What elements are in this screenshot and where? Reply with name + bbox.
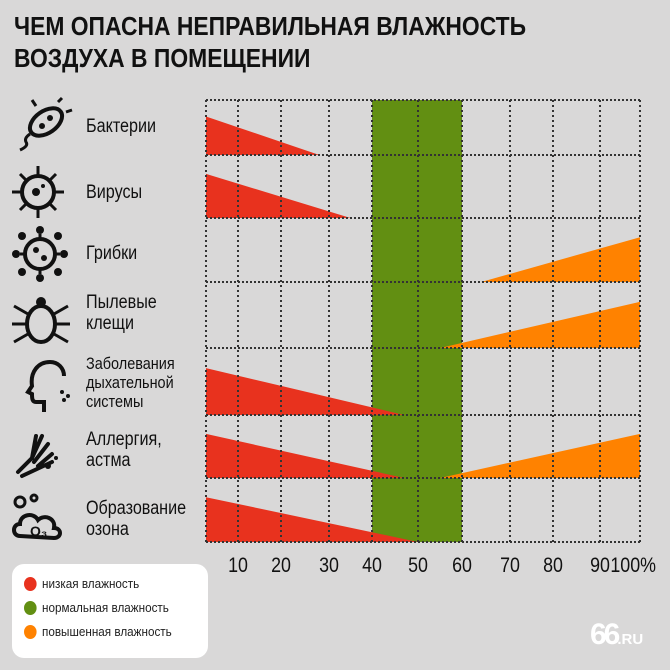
logo-suffix: .RU [617, 631, 644, 648]
legend-item-normal: нормальная влажность [24, 600, 169, 615]
legend-label: повышенная влажность [42, 624, 172, 639]
row-label: Грибки [86, 243, 138, 264]
row-label: Аллергия, [86, 429, 162, 450]
high-humidity-triangle [481, 237, 640, 282]
legend-item-low: низкая влажность [24, 576, 139, 591]
x-tick-label: 10 [228, 554, 248, 578]
row-label: астма [86, 450, 131, 471]
row-label: Заболевания [86, 354, 175, 373]
x-tick-label: 80 [543, 554, 563, 578]
row-label: озона [86, 519, 129, 540]
high-humidity-triangle [440, 433, 640, 478]
x-tick-label: 50 [408, 554, 428, 578]
legend-item-high: повышенная влажность [24, 624, 172, 639]
ozone-icon: O₃ [12, 493, 62, 541]
legend-label: низкая влажность [42, 576, 140, 591]
low-humidity-triangle [206, 497, 418, 542]
row-label: Пылевые [86, 292, 157, 313]
row-label: Образование [86, 498, 187, 519]
x-tick-label: 30 [319, 554, 339, 578]
x-tick-label: 90 [590, 554, 610, 578]
high-humidity-triangle [440, 301, 640, 348]
allergy-icon [16, 434, 58, 478]
page-title: ЧЕМ ОПАСНА НЕПРАВИЛЬНАЯ ВЛАЖНОСТЬ ВОЗДУХ… [14, 10, 526, 74]
legend-swatch-high [24, 624, 37, 639]
low-humidity-triangle [206, 116, 320, 155]
x-tick-label: 60 [452, 554, 472, 578]
legend-swatch-low [24, 576, 37, 591]
svg-text:O₃: O₃ [30, 523, 47, 539]
dust-mite-icon [12, 297, 70, 344]
title-line-2: ВОЗДУХА В ПОМЕЩЕНИИ [14, 43, 311, 73]
legend: низкая влажность нормальная влажность по… [12, 564, 208, 658]
low-humidity-triangle [206, 433, 405, 478]
row-label: системы [86, 392, 144, 411]
respiratory-icon [25, 359, 70, 412]
x-tick-label: 70 [500, 554, 520, 578]
fungi-icon [12, 226, 68, 282]
low-humidity-triangle [206, 368, 405, 415]
title-line-1: ЧЕМ ОПАСНА НЕПРАВИЛЬНАЯ ВЛАЖНОСТЬ [14, 11, 527, 41]
virus-icon [12, 166, 64, 218]
legend-label: нормальная влажность [42, 600, 169, 615]
x-tick-label: 20 [271, 554, 291, 578]
low-humidity-triangle [206, 173, 351, 218]
bacteria-icon [19, 96, 73, 152]
row-label: дыхательной [86, 373, 174, 392]
logo: 66.RU [590, 618, 643, 652]
row-label: клещи [86, 313, 134, 334]
x-tick-label: 40 [362, 554, 382, 578]
logo-main: 66 [590, 618, 620, 651]
legend-swatch-normal [24, 600, 37, 615]
row-label: Бактерии [86, 116, 157, 137]
x-tick-label: 100% [610, 554, 656, 578]
row-label: Вирусы [86, 182, 143, 203]
